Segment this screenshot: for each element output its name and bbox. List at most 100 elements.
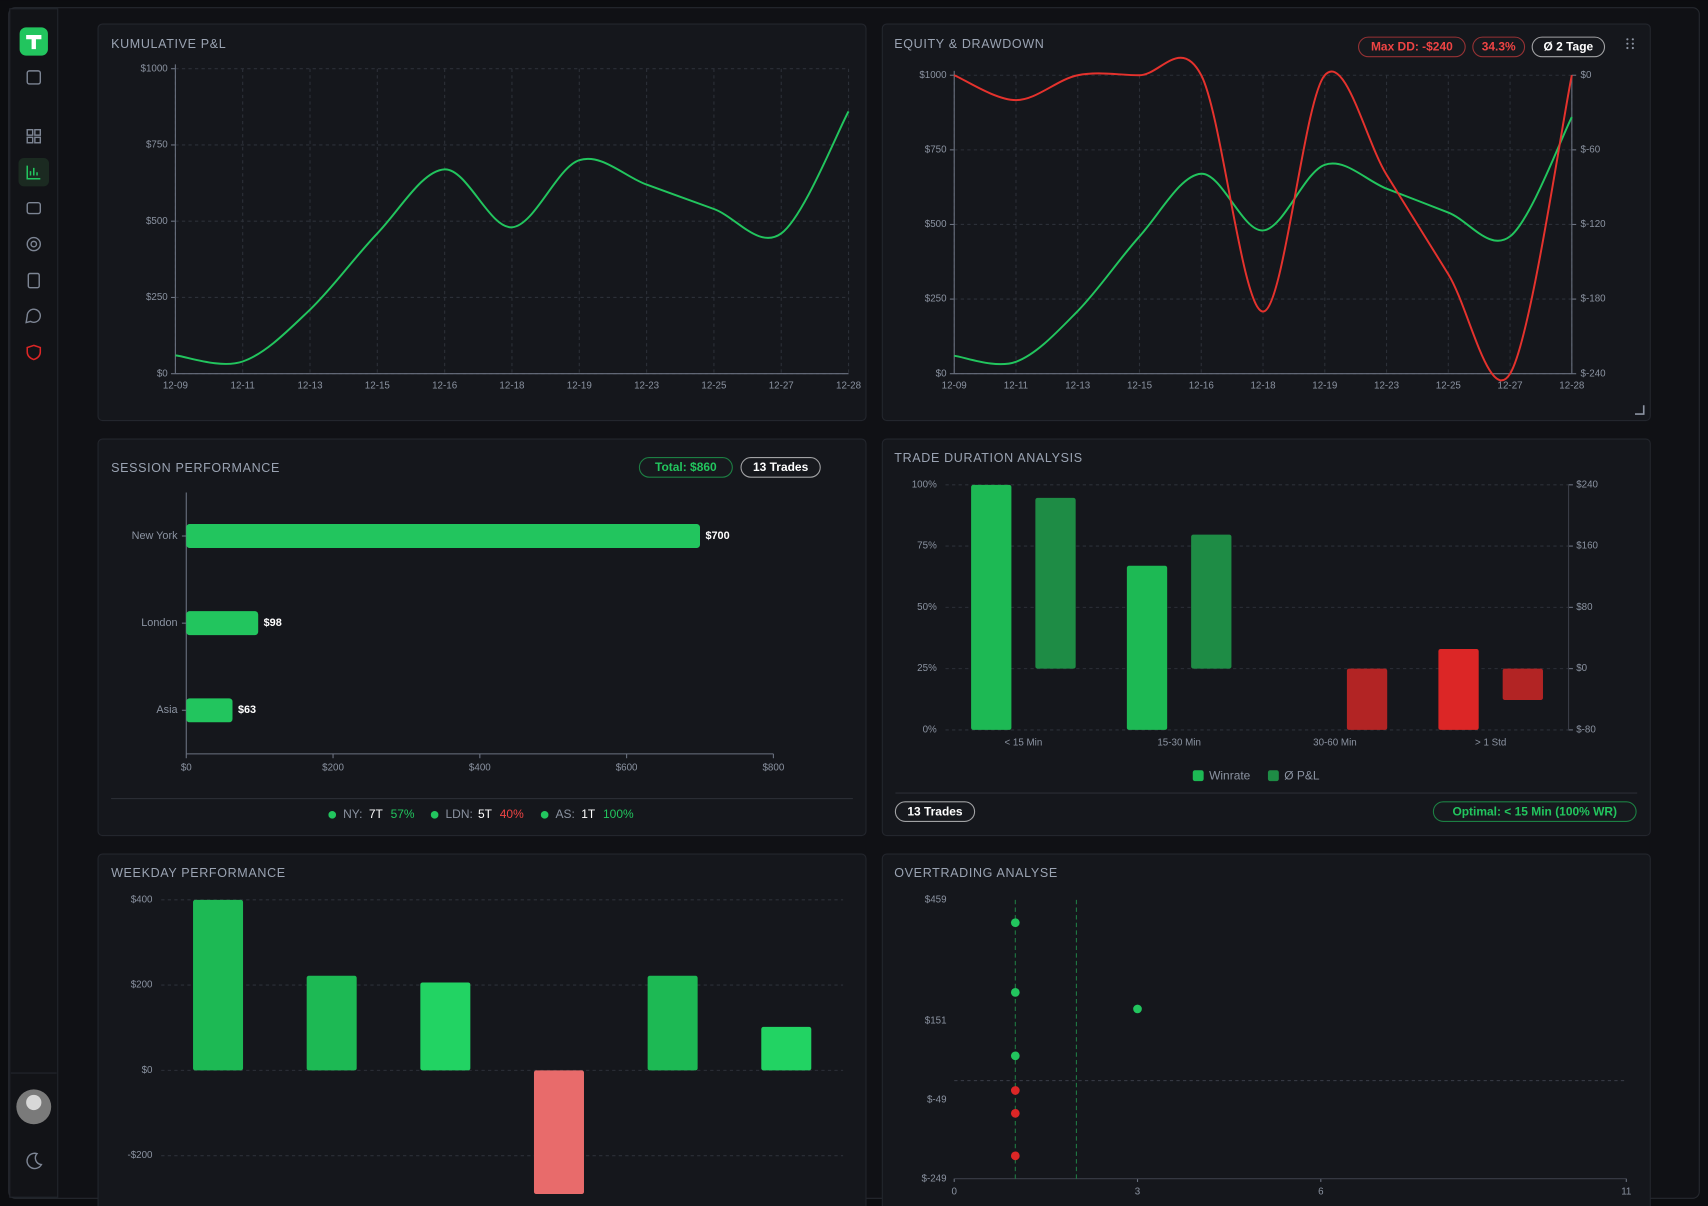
- stat-winrate: 100%: [603, 807, 634, 821]
- line-series: [953, 56, 1573, 382]
- badge-text: Total: $860: [655, 460, 717, 474]
- y-tick-label: $500: [925, 219, 947, 230]
- badge-text: 13 Trades: [753, 460, 809, 474]
- resize-handle[interactable]: [1635, 405, 1645, 415]
- legend-label: Winrate: [1209, 768, 1251, 782]
- panel-title: OVERTRADING ANALYSE: [894, 866, 1058, 880]
- nav-goals[interactable]: [26, 236, 42, 252]
- x-tick-label: 12-13: [297, 380, 323, 391]
- stat-winrate: 57%: [391, 807, 415, 821]
- line-series: [175, 110, 850, 365]
- bar: [186, 524, 701, 548]
- y-tick-label: $80: [1576, 602, 1593, 613]
- x-tick-label: 12-25: [1436, 380, 1462, 391]
- panel-title: KUMULATIVE P&L: [111, 37, 226, 51]
- y-tick-label: $-80: [1576, 724, 1596, 735]
- y-tick-label: $160: [1576, 541, 1598, 552]
- panel-title: SESSION PERFORMANCE: [111, 461, 280, 475]
- x-tick-label: 12-19: [1312, 380, 1337, 391]
- badge: [1432, 801, 1637, 822]
- badge-text: 13 Trades: [907, 804, 963, 818]
- y-tick-label: $0: [1576, 663, 1587, 674]
- bar: [186, 698, 233, 723]
- stat-trades: 1T: [581, 807, 596, 821]
- y-tick-label: 50%: [917, 602, 937, 613]
- value-label: $700: [705, 530, 729, 542]
- panel: [97, 853, 867, 1206]
- stat-trades: 5T: [478, 807, 493, 821]
- y-tick-label: $0: [1581, 70, 1592, 81]
- line-series: [954, 116, 1573, 366]
- icon-part: [30, 240, 38, 248]
- panel-title: TRADE DURATION ANALYSIS: [894, 451, 1082, 465]
- nav-chat[interactable]: [25, 308, 41, 324]
- legend-dot: [430, 811, 439, 819]
- y-tick-label: $0: [157, 368, 168, 379]
- bar: [186, 611, 259, 636]
- badge: [638, 457, 733, 478]
- badge-text: Ø 2 Tage: [1544, 40, 1594, 54]
- point: [1010, 918, 1020, 928]
- bar: [533, 1070, 584, 1195]
- y-tick-label: $-60: [1581, 144, 1601, 155]
- drag-handle[interactable]: [1626, 38, 1634, 50]
- x-tick-label: 12-09: [163, 380, 188, 391]
- x-tick-label: 6: [1318, 1186, 1324, 1197]
- icon-part: [26, 136, 34, 144]
- panel-title: EQUITY & DRAWDOWN: [894, 37, 1044, 51]
- x-tick-label: 12-15: [1127, 380, 1153, 391]
- bar: [1438, 649, 1479, 730]
- point: [1133, 1004, 1142, 1014]
- point: [1010, 1051, 1020, 1061]
- panel: [881, 853, 1651, 1206]
- logo-glyph: [26, 34, 42, 50]
- category-label: Asia: [156, 704, 178, 716]
- y-tick-label: $500: [146, 216, 168, 227]
- x-tick-label: $800: [762, 763, 784, 774]
- badge-text: Max DD: -$240: [1371, 40, 1453, 54]
- stat-trades: 7T: [369, 807, 384, 821]
- bar: [1126, 565, 1168, 730]
- icon-part: [26, 128, 34, 136]
- legend-label: Ø P&L: [1284, 768, 1320, 782]
- nav-wallet[interactable]: [26, 201, 42, 215]
- x-tick-label: 12-23: [634, 380, 660, 391]
- category-label: New York: [132, 530, 179, 542]
- y-tick-label: 0%: [923, 724, 937, 735]
- x-tick-label: 12-18: [1250, 380, 1276, 391]
- dot: [1631, 38, 1634, 41]
- y-tick-label: 25%: [917, 663, 937, 674]
- badge: [1531, 36, 1606, 58]
- badge-text: Optimal: < 15 Min (100% WR): [1452, 804, 1617, 818]
- nav-analytics[interactable]: [26, 165, 41, 180]
- badge: [894, 801, 976, 822]
- badge: [1358, 36, 1466, 58]
- nav-dashboard[interactable]: [26, 128, 42, 144]
- sidebar: [9, 8, 59, 1198]
- point: [1010, 988, 1020, 997]
- x-tick-label: 12-19: [567, 380, 592, 391]
- y-tick-label: $-249: [922, 1173, 947, 1184]
- x-tick-label: 3: [1135, 1186, 1141, 1197]
- legend-dot: [540, 811, 549, 819]
- nav-journal[interactable]: [27, 272, 40, 289]
- theme-toggle[interactable]: [26, 1152, 43, 1170]
- dot: [1631, 46, 1634, 50]
- bar: [971, 484, 1012, 730]
- sidebar-toggle-icon[interactable]: [26, 70, 42, 85]
- stat-winrate: 40%: [500, 807, 524, 821]
- x-tick-label: $200: [322, 763, 344, 774]
- dot: [1626, 46, 1629, 50]
- x-tick-label: 12-28: [1559, 380, 1585, 391]
- x-tick-label: 30-60 Min: [1313, 738, 1357, 749]
- y-tick-label: $0: [142, 1065, 153, 1076]
- x-tick-label: > 1 Std: [1475, 738, 1506, 749]
- point: [1010, 1151, 1020, 1161]
- avatar-face: [26, 1094, 42, 1111]
- bar: [1346, 668, 1388, 730]
- point: [1010, 1108, 1020, 1118]
- legend-dot: [328, 811, 337, 819]
- nav-risk[interactable]: [26, 344, 42, 361]
- x-tick-label: $0: [181, 763, 192, 774]
- x-tick-label: 12-27: [1498, 380, 1523, 391]
